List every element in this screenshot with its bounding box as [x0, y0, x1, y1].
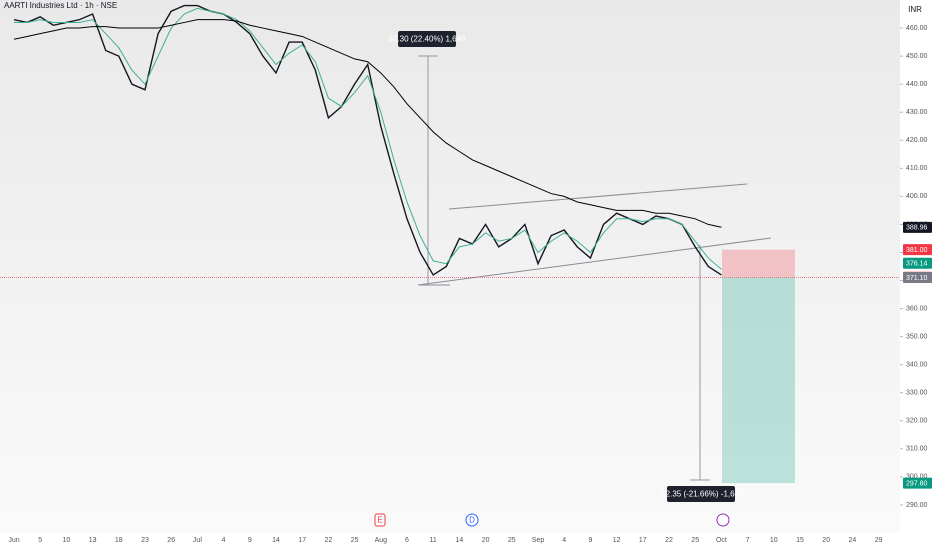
x-tick-label: 10 — [63, 537, 71, 544]
x-tick-label: 22 — [665, 537, 673, 544]
x-tick-label: Aug — [375, 537, 388, 544]
x-tick-label: 29 — [875, 537, 883, 544]
event-icon[interactable] — [716, 513, 730, 527]
price-tag — [903, 244, 932, 256]
plot-bg — [0, 0, 900, 533]
annotation-box — [667, 486, 735, 502]
y-tick-label: 430.00 — [906, 109, 928, 116]
x-tick-label: 4 — [562, 537, 566, 544]
x-tick-label: 20 — [822, 537, 830, 544]
price-tag-label: 376.14 — [906, 261, 928, 268]
y-tick-label: 360.00 — [906, 305, 928, 312]
x-tick-label: 25 — [351, 537, 359, 544]
price-tag-label: 388.96 — [906, 225, 928, 232]
y-tick-label: 350.00 — [906, 333, 928, 340]
event-icon[interactable] — [374, 513, 386, 527]
price-tag — [903, 257, 932, 269]
x-tick-label: 26 — [167, 537, 175, 544]
price-tag-label: 381.00 — [906, 247, 928, 254]
x-tick-label: 25 — [691, 537, 699, 544]
series-line — [14, 7, 722, 270]
x-tick-label: 23 — [141, 537, 149, 544]
series-line — [13, 4, 722, 276]
x-tick-label: 25 — [508, 537, 516, 544]
price-tag — [903, 271, 932, 283]
x-tick-label: 12 — [613, 537, 621, 544]
y-tick-label: 300.00 — [906, 474, 928, 481]
chart-title: AARTI Industries Ltd · 1h · NSE — [4, 1, 117, 10]
x-tick-label: 15 — [796, 537, 804, 544]
x-tick-label: 6 — [405, 537, 409, 544]
x-tick-label: 17 — [639, 537, 647, 544]
y-tick-label: 410.00 — [906, 165, 928, 172]
y-tick-label: 340.00 — [906, 362, 928, 369]
y-tick-label: 290.00 — [906, 502, 928, 509]
x-tick-label: 4 — [222, 537, 226, 544]
y-tick-label: 330.00 — [906, 390, 928, 397]
x-tick-label: 7 — [746, 537, 750, 544]
x-tick-label: 14 — [272, 537, 280, 544]
x-tick-label: 11 — [430, 537, 437, 544]
y-tick-label: 460.00 — [906, 25, 928, 32]
x-tick-label: 17 — [298, 537, 306, 544]
y-tick-label: 310.00 — [906, 446, 928, 453]
x-tick-label: 24 — [849, 537, 857, 544]
x-tick-label: Jun — [8, 537, 19, 544]
x-tick-label: 5 — [38, 537, 42, 544]
x-tick-label: 18 — [115, 537, 123, 544]
event-icon[interactable] — [465, 513, 479, 527]
x-tick-label: 9 — [588, 537, 592, 544]
annotation: -82.35 (-21.66%) -1,647 — [659, 490, 744, 499]
series-line — [13, 19, 722, 228]
y-tick-label: 440.00 — [906, 81, 928, 88]
annotation-box — [398, 31, 456, 47]
target-zone — [722, 277, 795, 484]
x-tick-label: 10 — [770, 537, 778, 544]
y-tick-label: 400.00 — [906, 193, 928, 200]
event-label[interactable]: E — [377, 516, 382, 525]
x-axis-bg — [0, 533, 900, 550]
x-tick-label: 9 — [248, 537, 252, 544]
y-tick-label: 420.00 — [906, 137, 928, 144]
channel-top — [448, 183, 748, 210]
price-tag — [903, 477, 932, 489]
currency: INR — [908, 5, 922, 14]
price-tag-label: 371.10 — [906, 275, 928, 282]
price-tag-label: 297.80 — [906, 480, 928, 487]
x-tick-label: 14 — [456, 537, 464, 544]
x-tick-label: 20 — [482, 537, 490, 544]
x-tick-label: 13 — [89, 537, 97, 544]
y-tick-label: 450.00 — [906, 53, 928, 60]
annotation: 82.30 (22.40%) 1,646 — [389, 35, 466, 44]
y-tick-label: 320.00 — [906, 418, 928, 425]
price-tag — [903, 221, 932, 233]
x-tick-label: Sep — [532, 537, 545, 544]
x-tick-label: Oct — [716, 537, 727, 544]
event-label[interactable]: D — [469, 516, 475, 525]
x-tick-label: 22 — [325, 537, 333, 544]
stop-zone — [722, 249, 795, 278]
x-tick-label: Jul — [193, 537, 202, 544]
